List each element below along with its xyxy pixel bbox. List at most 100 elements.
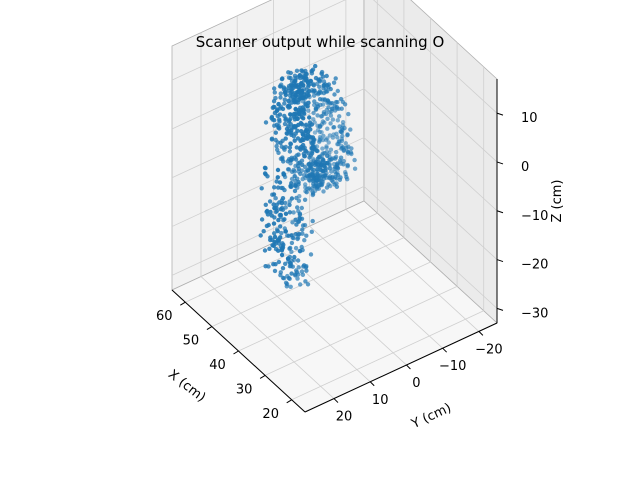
scatter-point	[320, 102, 326, 107]
scatter-point	[279, 198, 285, 203]
scatter-point	[296, 89, 301, 94]
scatter-point	[291, 134, 297, 139]
scatter-point	[278, 91, 283, 96]
scatter-point	[324, 144, 329, 149]
scatter-point	[319, 153, 325, 158]
scatter-point	[280, 138, 285, 143]
scatter-point	[293, 163, 298, 169]
scatter-point	[277, 119, 282, 124]
scatter-point	[313, 63, 318, 69]
scatter-point	[270, 243, 275, 248]
scatter-point	[295, 258, 301, 263]
x-tick	[180, 301, 186, 306]
scatter-point	[312, 130, 318, 135]
scatter-point	[335, 169, 340, 175]
scatter-point	[300, 227, 305, 232]
scatter-point	[272, 90, 277, 95]
scatter-point	[282, 174, 288, 180]
scatter-point	[315, 166, 320, 172]
scatter-point	[274, 144, 279, 149]
scatter-point	[332, 169, 338, 174]
y-tick-label: 0	[412, 376, 420, 391]
scatter-point	[321, 79, 327, 84]
scatter-point	[300, 272, 306, 277]
scatter-point	[322, 97, 327, 102]
scatter-point	[267, 246, 272, 251]
scatter-point	[331, 125, 337, 130]
scatter-point	[272, 185, 277, 190]
scatter-point	[303, 104, 309, 109]
scatter-point	[278, 156, 284, 161]
scatter-point	[321, 133, 326, 139]
scatter-point	[286, 258, 291, 264]
scatter-point	[309, 229, 314, 234]
scatter-point	[305, 168, 310, 173]
grid-z-wall-x	[171, 0, 346, 81]
scatter-point	[352, 166, 358, 171]
scatter-point	[331, 80, 337, 85]
scatter-point	[337, 177, 343, 182]
scatter-point	[294, 83, 299, 89]
scatter-point	[298, 105, 303, 111]
scatter-point	[272, 234, 278, 240]
scatter-point	[329, 169, 334, 174]
grid-z-wall-y	[363, 186, 498, 309]
scatter-point	[282, 147, 287, 152]
scatter-point	[280, 241, 285, 246]
scatter-point	[303, 129, 308, 134]
scatter-point	[273, 95, 278, 101]
scatter-point	[317, 123, 322, 129]
scatter-point	[276, 259, 282, 265]
scatter-point	[289, 155, 294, 160]
scatter-point	[326, 175, 332, 181]
grid-z-wall-y	[373, 0, 498, 114]
scatter-point	[327, 133, 333, 138]
scatter-point	[270, 192, 275, 197]
scatter-point	[285, 167, 291, 172]
scatter-point	[297, 216, 303, 221]
scatter-point	[281, 87, 287, 92]
scatter-point	[304, 91, 310, 96]
y-tick	[478, 331, 484, 336]
y-axis-label: Y (cm)	[408, 401, 453, 433]
scatter-point	[300, 95, 305, 101]
y-tick	[369, 381, 375, 387]
scatter-point	[303, 279, 308, 284]
x-tick	[233, 350, 239, 355]
scatter-point	[288, 284, 293, 289]
scatter-point	[294, 153, 299, 158]
scatter-point	[291, 236, 296, 241]
scatter-point	[303, 189, 308, 194]
scatter-point	[328, 183, 333, 189]
scatter-point	[323, 137, 329, 142]
scatter-point	[273, 130, 278, 135]
scatter-point	[309, 151, 315, 156]
scatter-point	[302, 223, 308, 228]
scatter-point	[349, 146, 354, 151]
grid-y-floor	[273, 242, 407, 366]
z-tick	[496, 161, 504, 165]
x-tick	[286, 399, 292, 404]
x-tick	[259, 374, 266, 379]
grid-x-floor	[264, 286, 458, 376]
scatter-point	[261, 229, 266, 234]
z-tick-label: −10	[521, 209, 548, 224]
scatter-point	[330, 117, 336, 122]
scatter-point	[299, 168, 305, 173]
scatter-point	[297, 249, 303, 254]
scatter-point	[318, 76, 323, 82]
scatter-point	[327, 163, 332, 168]
grid-x-floor	[211, 237, 405, 327]
chart-title: Scanner output while scanning O	[195, 33, 445, 51]
scatter-point	[336, 106, 341, 112]
scatter-point	[298, 81, 304, 87]
scatter-point	[275, 140, 280, 145]
scatter-point	[273, 196, 278, 201]
scatter-point	[289, 100, 294, 105]
scatter-point	[295, 235, 301, 240]
scatter-point	[303, 175, 308, 181]
scatter-point	[299, 205, 304, 211]
scatter-point	[276, 123, 281, 129]
